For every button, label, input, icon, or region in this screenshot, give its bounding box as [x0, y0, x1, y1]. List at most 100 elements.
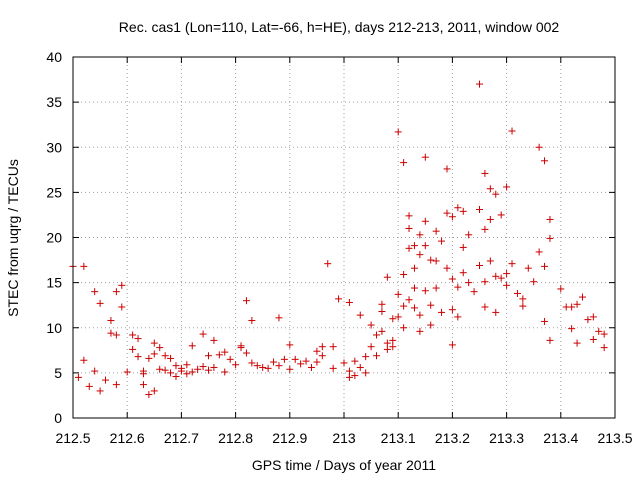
data-point: [107, 317, 115, 325]
data-point: [405, 296, 413, 304]
data-point: [421, 153, 429, 161]
data-point: [232, 361, 240, 369]
data-point: [584, 316, 592, 324]
data-point: [400, 159, 408, 167]
data-point: [481, 169, 489, 177]
data-point: [210, 336, 218, 344]
data-point: [535, 248, 543, 256]
data-point: [129, 345, 137, 353]
data-point: [329, 364, 337, 372]
data-point: [421, 287, 429, 295]
data-point: [459, 269, 467, 277]
data-point: [508, 127, 516, 135]
data-point: [96, 387, 104, 395]
data-point: [356, 311, 364, 319]
data-point: [242, 349, 250, 357]
data-point: [443, 209, 451, 217]
data-point: [324, 260, 332, 268]
data-point: [400, 302, 408, 310]
data-point: [307, 363, 315, 371]
data-point: [253, 362, 261, 370]
data-point: [362, 369, 370, 377]
data-point: [351, 372, 359, 380]
data-point: [416, 251, 424, 259]
axis-ticks: [72, 56, 616, 419]
data-point: [172, 362, 180, 370]
data-point: [367, 321, 375, 329]
y-tick-label: 0: [54, 410, 62, 426]
data-point: [410, 242, 418, 250]
data-point: [378, 308, 386, 316]
data-point: [172, 372, 180, 380]
data-point: [394, 313, 402, 321]
y-tick-label: 25: [46, 184, 62, 200]
data-point: [389, 343, 397, 351]
data-point: [183, 370, 191, 378]
data-point: [248, 317, 256, 325]
data-point: [595, 327, 603, 335]
x-tick-label: 213: [332, 430, 356, 446]
y-tick-label: 35: [46, 94, 62, 110]
data-point: [519, 295, 527, 303]
data-point: [139, 381, 147, 389]
data-point: [118, 281, 126, 289]
data-point: [373, 331, 381, 339]
data-point: [416, 231, 424, 239]
x-tick-label: 213.1: [381, 430, 416, 446]
data-point: [400, 324, 408, 332]
data-point: [573, 339, 581, 347]
data-point: [226, 355, 234, 363]
data-point: [497, 211, 505, 219]
data-point: [427, 256, 435, 264]
data-point: [356, 363, 364, 371]
data-point: [497, 274, 505, 282]
x-tick-label: 212.6: [110, 430, 145, 446]
data-point: [546, 215, 554, 223]
data-point: [541, 262, 549, 270]
data-point: [150, 339, 158, 347]
data-point: [139, 370, 147, 378]
data-point: [188, 368, 196, 376]
data-point: [519, 302, 527, 310]
data-point: [410, 284, 418, 292]
data-point: [443, 264, 451, 272]
data-point: [394, 290, 402, 298]
data-point: [74, 373, 82, 381]
data-point: [145, 391, 153, 399]
data-point: [503, 270, 511, 278]
x-tick-label: 213.3: [489, 430, 524, 446]
data-point: [378, 300, 386, 308]
data-point: [248, 359, 256, 367]
data-point: [161, 366, 169, 374]
data-point: [541, 157, 549, 165]
data-point: [167, 354, 175, 362]
data-point: [345, 298, 353, 306]
data-point: [156, 344, 164, 352]
data-point: [470, 288, 478, 296]
data-point: [362, 353, 370, 361]
x-tick-label: 212.5: [55, 430, 90, 446]
data-point: [389, 315, 397, 323]
data-point: [345, 373, 353, 381]
data-point: [416, 327, 424, 335]
data-point: [275, 362, 283, 370]
data-point: [405, 212, 413, 220]
data-point: [318, 352, 326, 360]
data-point: [345, 367, 353, 375]
data-point: [476, 206, 483, 214]
data-point: [194, 365, 202, 373]
data-point: [421, 242, 429, 250]
data-point: [589, 313, 597, 321]
data-point: [102, 376, 110, 384]
data-point: [367, 343, 375, 351]
data-point: [454, 283, 462, 291]
x-tick-label: 213.2: [435, 430, 470, 446]
data-point: [329, 343, 337, 351]
x-tick-label: 213.4: [543, 430, 578, 446]
data-point: [112, 381, 120, 389]
data-point: [205, 366, 212, 374]
data-point: [600, 330, 608, 338]
data-point: [405, 244, 413, 252]
data-point: [264, 364, 272, 372]
data-point: [405, 224, 413, 232]
